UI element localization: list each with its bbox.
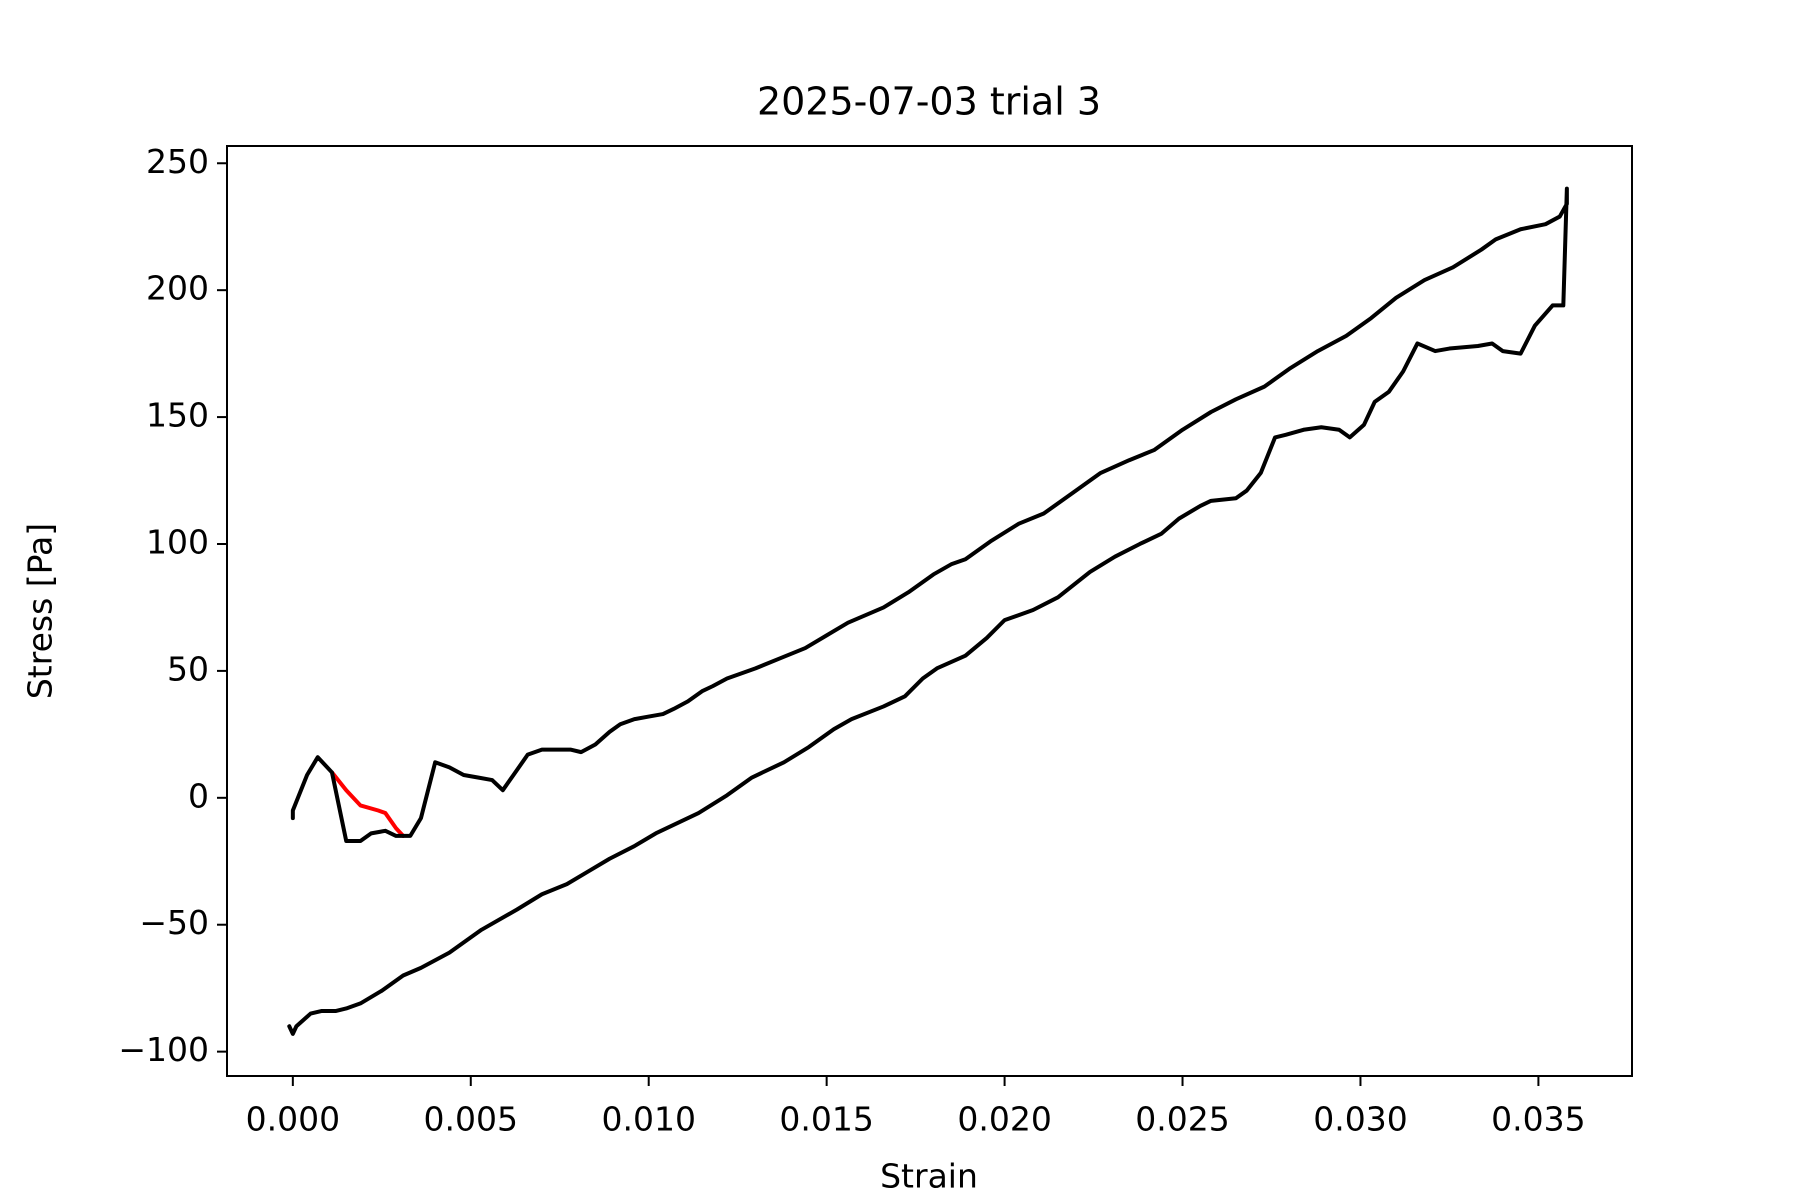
y-tick-label: 0	[188, 776, 209, 815]
x-tick-label: 0.020	[957, 1100, 1051, 1139]
x-axis-label: Strain	[880, 1157, 978, 1196]
x-tick-label: 0.000	[246, 1100, 340, 1139]
y-tick-label: 150	[146, 396, 209, 435]
plot-frame	[226, 145, 1633, 1077]
chart-title: 2025-07-03 trial 3	[757, 80, 1101, 124]
y-tick-label: 250	[146, 142, 209, 181]
x-tick-label: 0.035	[1491, 1100, 1585, 1139]
data-line	[329, 770, 406, 838]
data-line	[287, 186, 1569, 1036]
x-tick-label: 0.025	[1135, 1100, 1229, 1139]
x-tick-label: 0.030	[1313, 1100, 1407, 1139]
y-tick-label: −50	[139, 903, 209, 942]
y-axis-label: Stress [Pa]	[21, 523, 60, 699]
y-tick-label: −100	[118, 1030, 209, 1069]
x-tick-label: 0.010	[601, 1100, 695, 1139]
y-tick-label: 50	[167, 649, 209, 688]
y-tick-label: 100	[146, 522, 209, 561]
x-tick-label: 0.005	[424, 1100, 518, 1139]
y-tick-label: 200	[146, 269, 209, 308]
x-tick-label: 0.015	[779, 1100, 873, 1139]
